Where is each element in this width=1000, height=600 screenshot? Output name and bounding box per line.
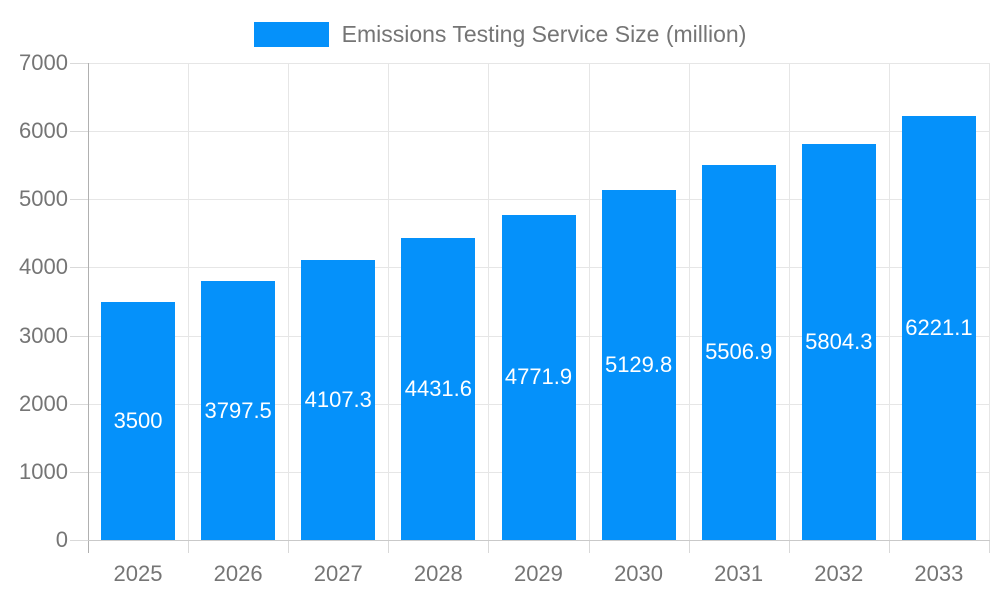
x-axis-label-2028: 2028: [413, 561, 463, 586]
y-axis-tick: [70, 267, 88, 269]
y-axis-tick: [70, 199, 88, 201]
x-axis-tick: [788, 540, 790, 553]
legend-swatch-icon: [253, 22, 329, 47]
x-axis-label-2029: 2029: [513, 561, 563, 586]
gridline-vertical: [388, 63, 390, 540]
y-axis-label: 4000: [19, 254, 68, 280]
x-axis-tick: [888, 540, 890, 553]
x-axis-baseline: [88, 540, 990, 541]
legend-label: Emissions Testing Service Size (million): [341, 21, 747, 47]
bar-2026[interactable]: 3797.5: [201, 281, 276, 540]
x-axis-tick: [288, 540, 290, 553]
x-axis-label-2026: 2026: [213, 561, 263, 586]
x-axis-label-2027: 2027: [313, 561, 363, 586]
gridline-vertical: [288, 63, 290, 540]
gridline-horizontal: [88, 63, 990, 64]
bar-value-label: 4107.3: [304, 387, 372, 413]
bar-2032[interactable]: 5804.3: [801, 144, 876, 540]
x-axis-label-2030: 2030: [614, 561, 664, 586]
gridline-horizontal: [88, 131, 990, 133]
y-axis-label: 5000: [19, 186, 68, 212]
y-axis-tick: [70, 335, 88, 337]
bar-value-label: 3500: [113, 407, 163, 433]
bar-2031[interactable]: 5506.9: [701, 164, 776, 540]
bar-value-label: 5506.9: [705, 339, 773, 365]
y-axis-tick: [70, 540, 88, 541]
x-axis-tick: [688, 540, 690, 553]
y-axis-tick: [70, 131, 88, 133]
y-axis-label: 2000: [19, 390, 68, 416]
bar-2028[interactable]: 4431.6: [401, 238, 476, 540]
y-axis-line: [88, 63, 89, 553]
x-axis-label-2032: 2032: [814, 561, 864, 586]
gridline-vertical: [488, 63, 490, 540]
y-axis-label: 6000: [19, 118, 68, 144]
x-axis-tick: [488, 540, 490, 553]
bar-2027[interactable]: 4107.3: [301, 260, 376, 540]
gridline-vertical: [788, 63, 790, 540]
x-axis-label-2033: 2033: [914, 561, 964, 586]
gridline-vertical: [989, 63, 990, 540]
bar-value-label: 4431.6: [404, 376, 473, 401]
x-axis-tick: [588, 540, 590, 553]
gridline-horizontal: [88, 199, 990, 201]
bar-2033[interactable]: 6221.1: [901, 116, 976, 540]
bar-value-label: 3797.5: [204, 397, 272, 423]
bar-value-label: 5129.8: [604, 352, 673, 378]
y-axis-label: 1000: [19, 458, 68, 484]
bar-2029[interactable]: 4771.9: [501, 214, 576, 540]
legend[interactable]: Emissions Testing Service Size (million): [0, 22, 1000, 47]
y-axis-label: 0: [55, 527, 68, 552]
bar-value-label: 4771.9: [504, 364, 573, 390]
y-axis-label: 3000: [19, 322, 68, 348]
y-axis-tick: [70, 471, 88, 473]
gridline-vertical: [688, 63, 690, 540]
y-axis-label: 7000: [19, 50, 68, 75]
x-axis-tick: [188, 540, 190, 553]
bar-value-label: 6221.1: [905, 315, 973, 341]
x-axis-label-2031: 2031: [714, 561, 764, 586]
y-axis-tick: [70, 403, 88, 405]
gridline-vertical: [888, 63, 890, 540]
x-axis-label-2025: 2025: [113, 561, 163, 586]
gridline-vertical: [188, 63, 190, 540]
y-axis-tick: [70, 63, 88, 64]
gridline-vertical: [588, 63, 590, 540]
x-axis-tick: [989, 540, 990, 553]
bar-value-label: 5804.3: [805, 329, 873, 355]
bar-2025[interactable]: 3500: [101, 301, 176, 540]
x-axis-tick: [388, 540, 390, 553]
bar-2030[interactable]: 5129.8: [601, 190, 676, 540]
